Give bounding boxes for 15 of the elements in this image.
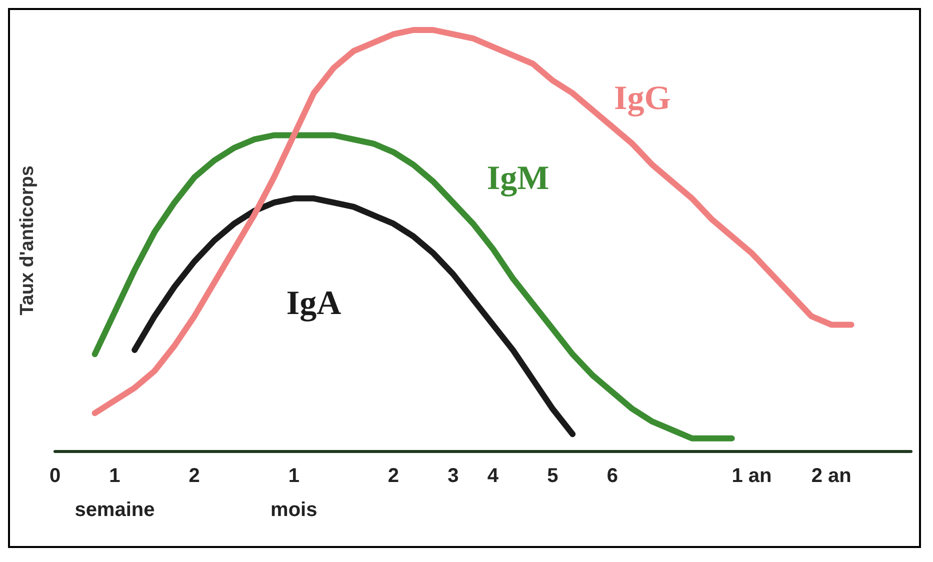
x-tick-label: 0 (49, 465, 61, 487)
x-tick-label: 1 an (732, 465, 772, 487)
x-tick-label: 4 (487, 465, 500, 487)
series-label: IgM (486, 160, 550, 198)
series-label: IgG (614, 80, 671, 118)
x-tick-label: 5 (547, 465, 558, 487)
x-tick-label: 1 mois (270, 465, 318, 521)
x-tick-label: 2 (188, 465, 200, 487)
y-axis-title: Taux d'anticorps (17, 166, 38, 316)
text: IgA (286, 284, 342, 322)
x-tick-label: 1 semaine (74, 465, 155, 521)
x-tick-label: 2 (388, 465, 399, 487)
x-tick-label: 2 an (811, 465, 852, 487)
x-tick-label: 3 (448, 465, 459, 487)
x-tick-label: 6 (606, 465, 618, 487)
